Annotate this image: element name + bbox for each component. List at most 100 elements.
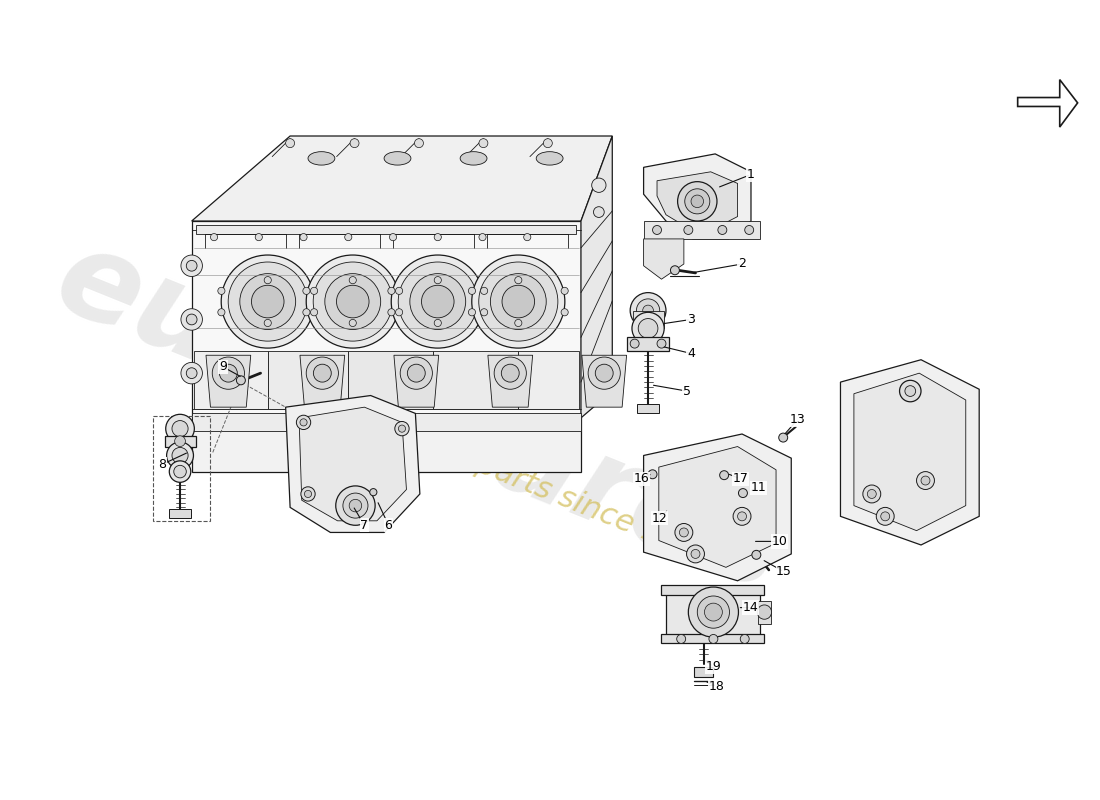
Text: 8: 8 [158,458,166,471]
Text: 1: 1 [747,168,755,181]
Text: 7: 7 [361,518,368,532]
Polygon shape [299,407,406,521]
Circle shape [389,234,397,241]
Polygon shape [195,350,267,409]
Polygon shape [637,405,659,414]
Text: 13: 13 [790,413,805,426]
Circle shape [738,512,747,521]
Circle shape [392,255,484,348]
Text: 6: 6 [385,518,393,532]
Circle shape [494,357,527,390]
Polygon shape [666,590,760,637]
Polygon shape [644,221,760,239]
Polygon shape [661,586,764,595]
Circle shape [561,287,569,294]
Circle shape [300,234,307,241]
Circle shape [296,415,310,430]
Circle shape [218,309,226,316]
Circle shape [691,550,700,558]
Circle shape [630,293,666,329]
Circle shape [719,470,728,480]
Text: 18: 18 [710,680,725,693]
Circle shape [350,138,359,148]
Circle shape [515,319,521,326]
Polygon shape [191,221,581,418]
Circle shape [491,274,547,330]
Polygon shape [694,666,714,678]
Polygon shape [165,436,196,447]
Polygon shape [169,509,190,518]
Polygon shape [349,350,433,409]
Circle shape [595,364,613,382]
Circle shape [685,189,710,214]
Circle shape [478,234,486,241]
Circle shape [592,178,606,192]
Circle shape [310,309,318,316]
Circle shape [344,234,352,241]
Circle shape [301,487,316,501]
Circle shape [648,470,657,478]
Text: 5: 5 [683,385,691,398]
Circle shape [166,442,194,469]
Circle shape [337,286,368,318]
Circle shape [228,262,307,341]
Text: 11: 11 [750,482,766,494]
Polygon shape [433,350,518,409]
Circle shape [757,605,771,619]
Text: 2: 2 [738,258,746,270]
Circle shape [434,234,441,241]
Circle shape [240,274,296,330]
Text: 19: 19 [705,660,722,673]
Circle shape [302,309,310,316]
Circle shape [219,364,238,382]
Circle shape [415,138,424,148]
Circle shape [210,234,218,241]
Circle shape [388,309,395,316]
Circle shape [343,493,368,518]
Circle shape [180,255,202,277]
Circle shape [349,499,362,512]
Circle shape [469,309,475,316]
Circle shape [421,286,454,318]
Polygon shape [627,338,669,350]
Text: 15: 15 [777,566,792,578]
Circle shape [395,422,409,436]
Circle shape [752,550,761,559]
Circle shape [733,507,751,526]
Circle shape [169,461,190,482]
Circle shape [396,287,403,294]
Polygon shape [644,154,751,239]
Polygon shape [632,310,664,329]
Circle shape [236,376,245,385]
Circle shape [867,490,877,498]
Polygon shape [582,355,627,407]
Polygon shape [644,434,791,581]
Text: 12: 12 [652,512,668,525]
Circle shape [252,286,284,318]
Circle shape [218,287,226,294]
Circle shape [305,490,311,498]
Circle shape [286,138,295,148]
Circle shape [502,364,519,382]
Circle shape [877,507,894,526]
Polygon shape [644,239,684,279]
Circle shape [186,368,197,378]
Circle shape [630,339,639,348]
Circle shape [398,425,406,432]
Circle shape [900,380,921,402]
Ellipse shape [384,152,411,165]
Polygon shape [300,355,344,407]
Circle shape [306,357,339,390]
Circle shape [684,226,693,234]
Polygon shape [854,373,966,530]
Circle shape [370,489,377,496]
Circle shape [186,314,197,325]
Circle shape [310,287,318,294]
Circle shape [704,603,723,621]
Text: 9: 9 [219,360,227,374]
Text: a passion for parts since 1985: a passion for parts since 1985 [282,372,719,571]
Circle shape [652,226,661,234]
Circle shape [434,277,441,284]
Polygon shape [196,226,576,234]
Circle shape [708,634,718,643]
